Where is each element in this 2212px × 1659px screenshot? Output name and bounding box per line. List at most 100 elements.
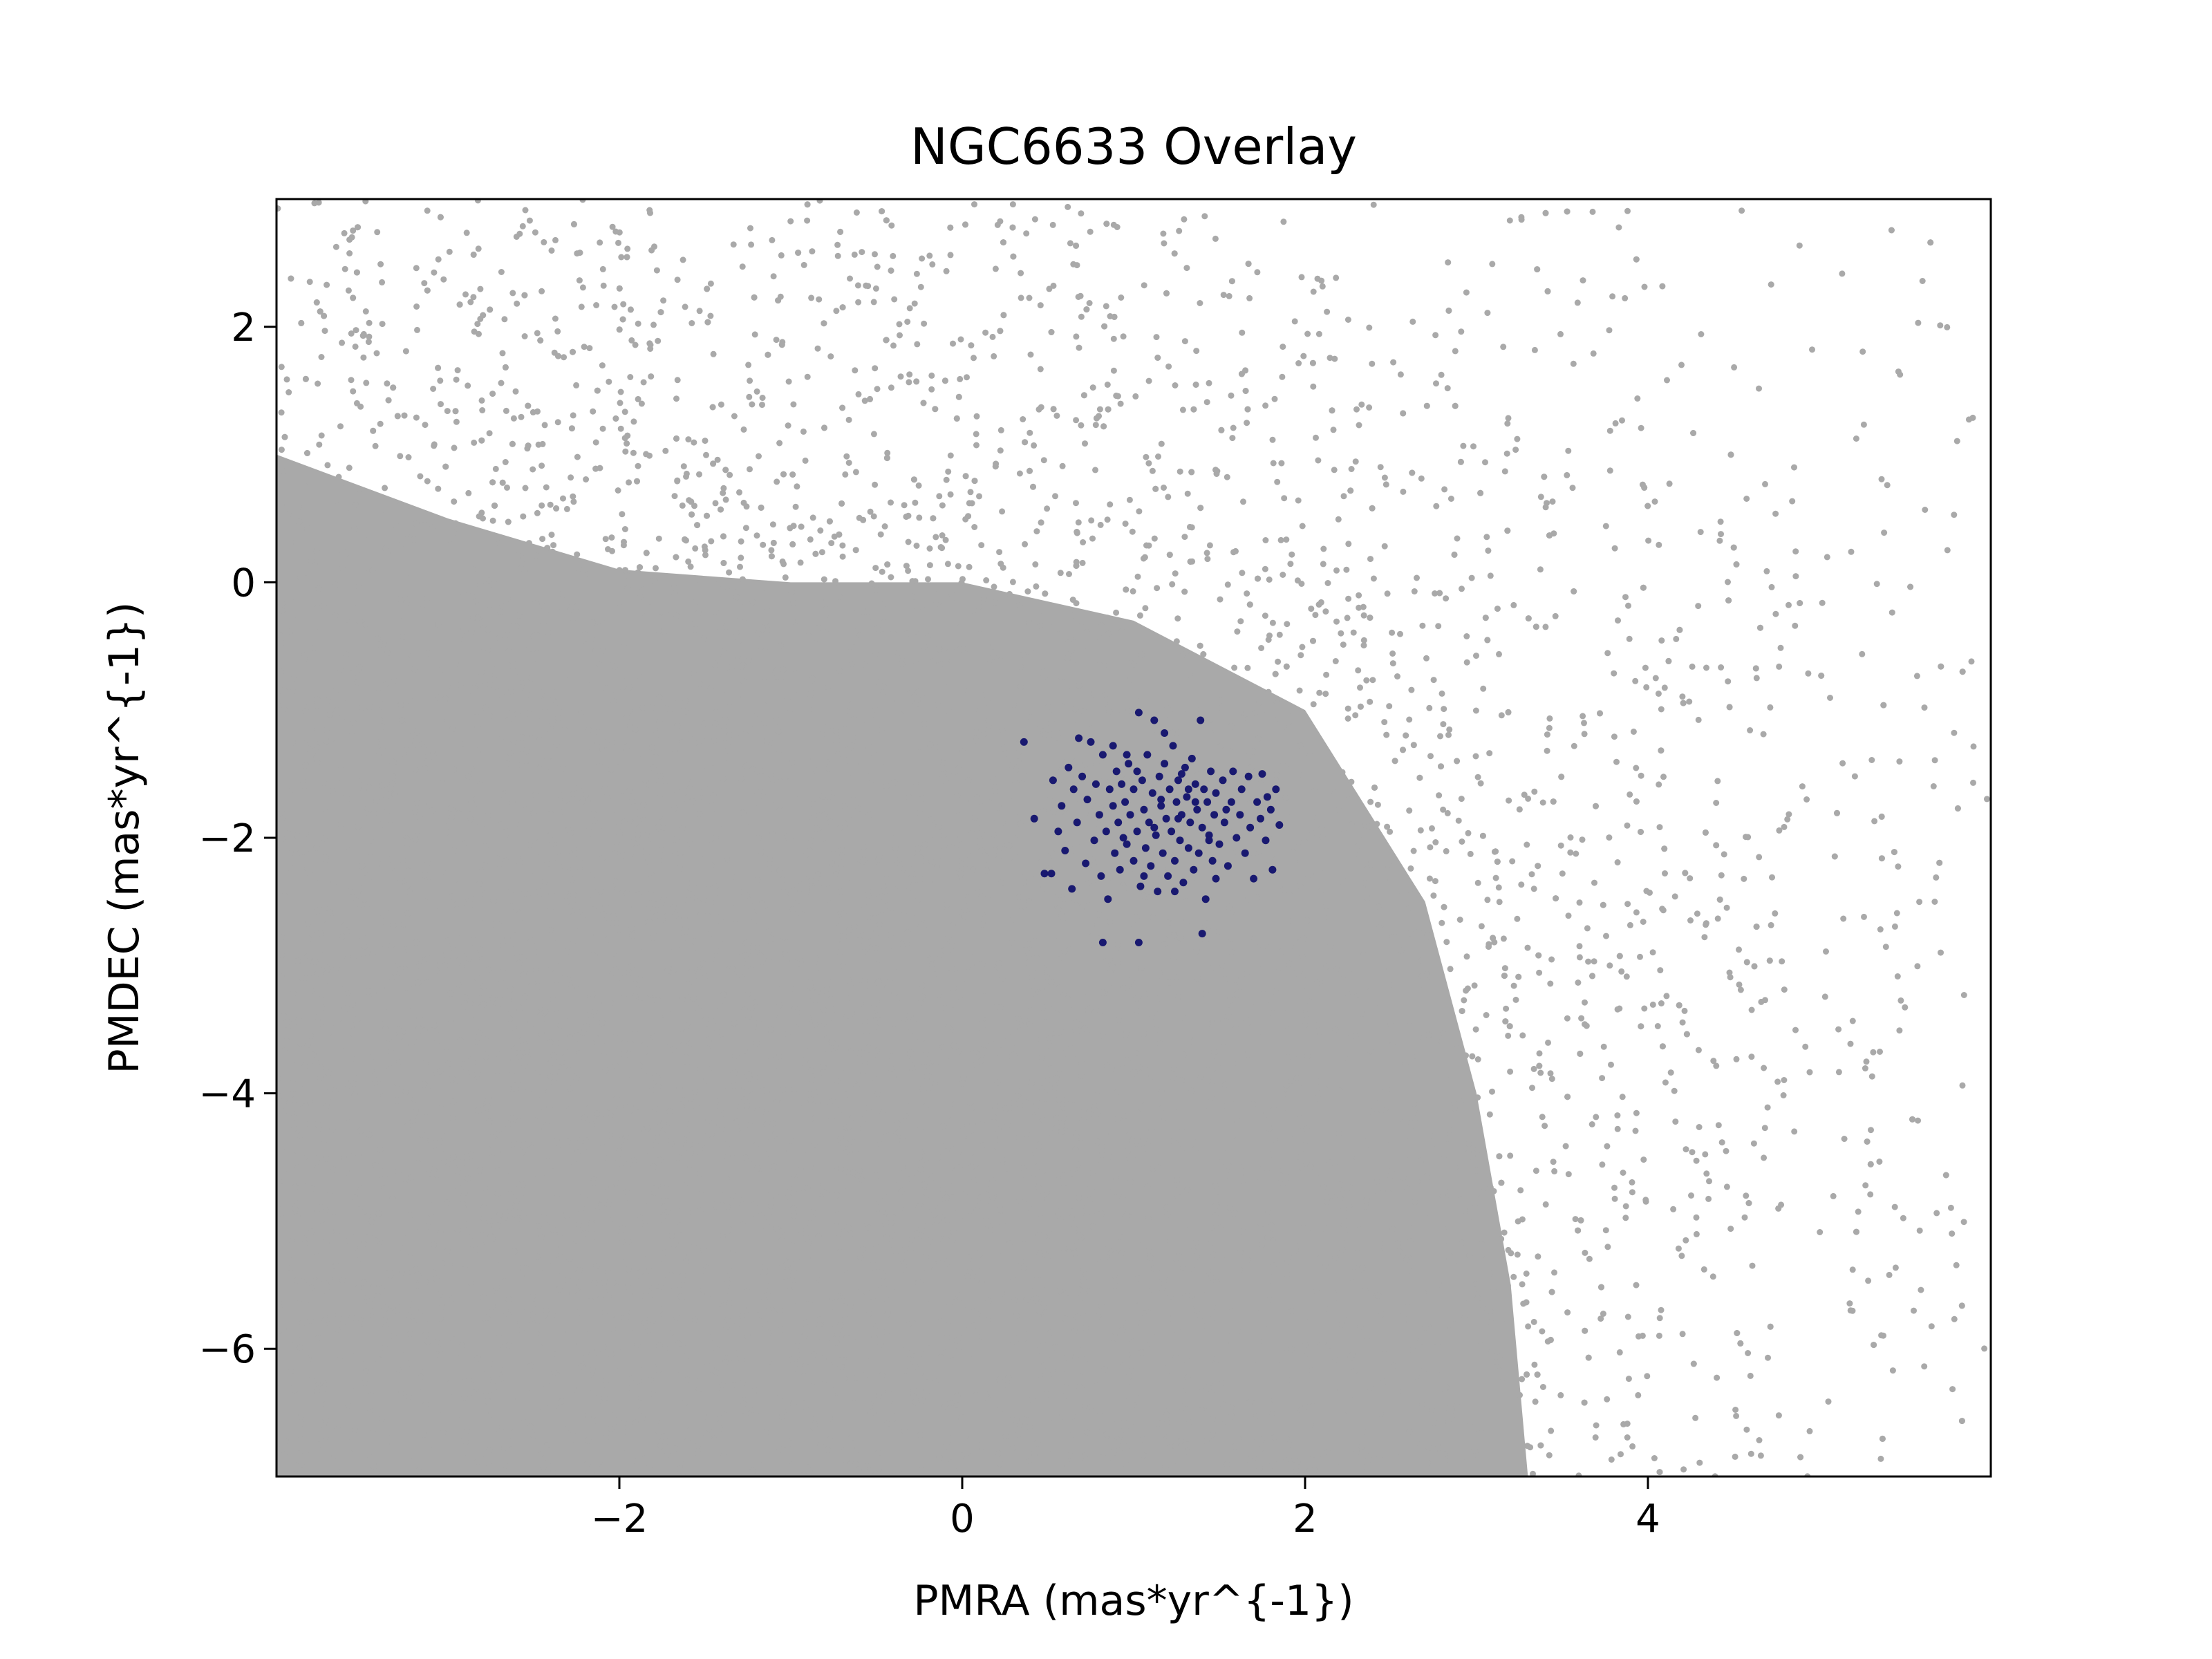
- field-star-point: [1206, 1243, 1213, 1250]
- field-star-point: [601, 1284, 608, 1291]
- field-star-point: [1840, 915, 1847, 922]
- field-star-point: [1467, 850, 1474, 857]
- field-star-point: [1835, 1069, 1842, 1076]
- field-star-point: [1319, 870, 1326, 877]
- field-star-point: [369, 568, 376, 574]
- field-star-point: [962, 861, 969, 868]
- field-star-point: [966, 1268, 973, 1275]
- field-star-point: [529, 466, 536, 473]
- field-star-point: [381, 1317, 388, 1324]
- field-star-point: [1033, 650, 1039, 657]
- field-star-point: [332, 687, 339, 694]
- field-star-point: [388, 1302, 394, 1309]
- field-star-point: [1058, 912, 1065, 919]
- field-star-point: [303, 830, 310, 837]
- field-star-point: [1344, 317, 1351, 323]
- field-star-point: [1271, 1396, 1277, 1403]
- field-star-point: [684, 1376, 691, 1383]
- field-star-point: [861, 901, 867, 908]
- field-star-point: [1960, 1219, 1967, 1226]
- field-star-point: [746, 1122, 753, 1129]
- field-star-point: [1518, 881, 1525, 888]
- field-star-point: [811, 1351, 817, 1358]
- field-star-point: [586, 1105, 593, 1111]
- field-star-point: [1386, 967, 1392, 974]
- field-star-point: [1324, 1342, 1331, 1349]
- field-star-point: [807, 536, 814, 543]
- field-star-point: [1237, 1248, 1244, 1255]
- field-star-point: [1176, 684, 1183, 691]
- field-star-point: [710, 765, 716, 772]
- field-star-point: [1381, 719, 1388, 726]
- field-star-point: [1233, 911, 1240, 918]
- field-star-point: [1284, 1271, 1291, 1278]
- field-star-point: [331, 1452, 338, 1459]
- field-star-point: [554, 328, 561, 335]
- field-star-point: [706, 1036, 713, 1043]
- field-star-point: [1204, 1020, 1211, 1027]
- field-star-point: [377, 261, 384, 268]
- field-star-point: [1501, 965, 1508, 972]
- field-star-point: [461, 1190, 468, 1197]
- field-star-point: [496, 635, 503, 641]
- field-star-point: [819, 1063, 826, 1070]
- field-star-point: [559, 852, 566, 859]
- field-star-point: [1430, 1302, 1436, 1309]
- field-star-point: [348, 330, 355, 337]
- field-star-point: [1337, 1181, 1344, 1188]
- field-star-point: [751, 713, 758, 720]
- field-star-point: [1296, 968, 1303, 975]
- field-star-point: [289, 1080, 296, 1086]
- field-star-point: [402, 348, 409, 355]
- field-star-point: [554, 1138, 561, 1145]
- field-star-point: [1081, 1403, 1088, 1409]
- field-star-point: [1322, 608, 1329, 615]
- field-star-point: [307, 871, 313, 878]
- field-star-point: [1498, 1378, 1505, 1385]
- field-star-point: [935, 702, 941, 709]
- field-star-point: [608, 809, 615, 816]
- field-star-point: [693, 1033, 700, 1040]
- field-star-point: [278, 447, 285, 453]
- field-star-point: [485, 1096, 492, 1103]
- field-star-point: [507, 888, 514, 894]
- field-star-point: [944, 1101, 951, 1108]
- field-star-point: [683, 1257, 689, 1264]
- field-star-point: [1576, 943, 1583, 950]
- field-star-point: [615, 823, 621, 830]
- field-star-point: [1158, 873, 1165, 880]
- field-star-point: [1080, 539, 1087, 545]
- field-star-point: [1896, 1027, 1903, 1034]
- field-star-point: [1718, 531, 1724, 538]
- field-star-point: [494, 1256, 500, 1263]
- field-star-point: [987, 1389, 993, 1396]
- field-star-point: [382, 946, 388, 953]
- field-star-point: [1233, 1137, 1240, 1143]
- field-star-point: [373, 738, 380, 745]
- field-star-point: [991, 583, 997, 590]
- field-star-point: [1772, 910, 1779, 917]
- field-star-point: [997, 447, 1004, 454]
- field-star-point: [1021, 879, 1028, 885]
- field-star-point: [528, 982, 534, 989]
- field-star-point: [1297, 879, 1304, 885]
- field-star-point: [1078, 619, 1085, 626]
- field-star-point: [863, 1371, 870, 1378]
- field-star-point: [700, 738, 707, 745]
- field-star-point: [305, 957, 312, 964]
- field-star-point: [1122, 521, 1129, 527]
- field-star-point: [1216, 710, 1223, 717]
- field-star-point: [591, 1008, 598, 1015]
- field-star-point: [896, 321, 903, 328]
- field-star-point: [1731, 364, 1738, 371]
- field-star-point: [393, 974, 400, 981]
- field-star-point: [290, 675, 297, 682]
- field-star-point: [1174, 615, 1181, 622]
- field-star-point: [655, 1314, 662, 1321]
- field-star-point: [1792, 622, 1799, 629]
- field-star-point: [1457, 1098, 1464, 1105]
- field-star-point: [1033, 528, 1040, 535]
- field-star-point: [424, 628, 431, 635]
- field-star-point: [1414, 1053, 1421, 1060]
- field-star-point: [610, 1296, 617, 1303]
